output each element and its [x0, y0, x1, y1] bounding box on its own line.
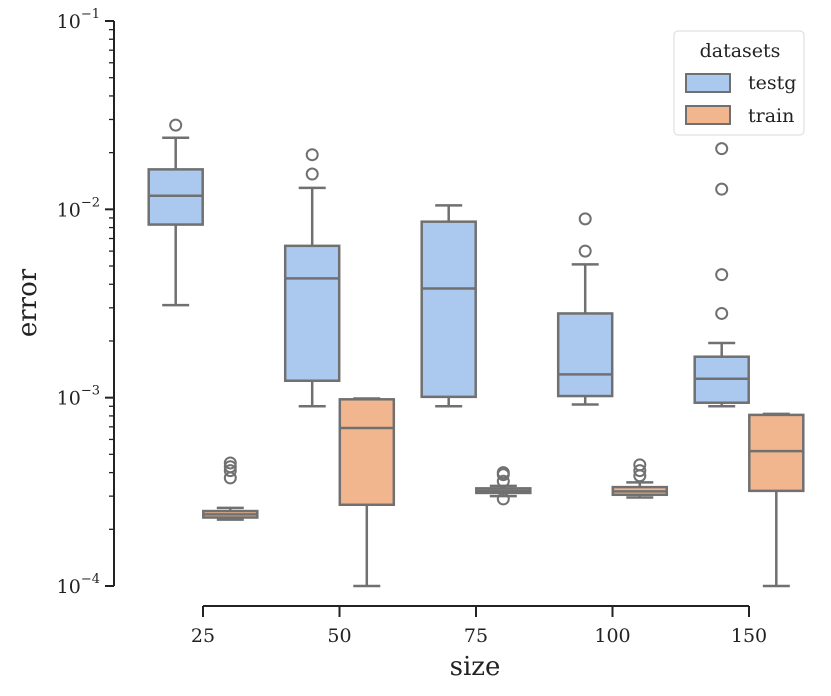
plot-area	[147, 118, 805, 588]
box-group-train-100	[611, 458, 669, 499]
x-tick-label: 100	[594, 625, 630, 647]
outlier-point	[223, 460, 237, 474]
x-axis-title: size	[450, 652, 501, 682]
outlier-point	[715, 306, 729, 320]
outlier-point	[715, 142, 729, 156]
y-axis-title: error	[13, 268, 43, 337]
legend-label-testg: testg	[748, 72, 796, 94]
box-group-testg-25	[147, 118, 204, 307]
box-iqr	[748, 413, 805, 493]
outlier-point	[633, 458, 647, 472]
box-iqr	[283, 244, 341, 382]
outlier-point	[305, 148, 319, 162]
box-group-train-25	[202, 456, 259, 521]
legend-label-train: train	[748, 105, 794, 127]
box-iqr	[420, 220, 477, 399]
y-tick-label: 10−4	[57, 572, 100, 598]
outlier-point	[715, 182, 729, 196]
legend: datasets testg train	[673, 30, 805, 136]
box-iqr	[338, 398, 396, 507]
box-group-testg-50	[283, 148, 341, 408]
outlier-point	[496, 492, 510, 506]
outlier-point	[305, 167, 319, 181]
outlier-point	[223, 456, 237, 470]
x-tick-label: 25	[191, 625, 215, 647]
box-group-train-50	[338, 397, 396, 588]
box-group-train-150	[748, 412, 805, 588]
x-tick-label: 50	[327, 625, 351, 647]
box-group-testg-100	[556, 212, 614, 406]
box-group-testg-75	[420, 204, 477, 408]
outlier-point	[496, 474, 510, 488]
outlier-point	[633, 464, 647, 478]
y-axis: 10−1 10−2 10−3 10−4	[57, 7, 115, 598]
outlier-point	[578, 212, 592, 226]
outlier-point	[496, 466, 510, 480]
x-tick-label: 150	[731, 625, 767, 647]
legend-title: datasets	[700, 40, 781, 62]
legend-swatch-train	[685, 105, 731, 125]
box-iqr	[556, 312, 614, 398]
y-tick-label: 10−2	[57, 195, 100, 221]
outlier-point	[223, 464, 237, 478]
box-group-testg-150	[693, 142, 750, 408]
y-tick-label: 10−1	[57, 7, 100, 33]
outlier-point	[578, 244, 592, 258]
outlier-point	[715, 268, 729, 282]
x-axis: 25 50 75 100 150	[191, 605, 767, 647]
legend-swatch-testg	[685, 73, 731, 93]
outlier-point	[169, 118, 183, 132]
x-tick-label: 75	[464, 625, 488, 647]
box-group-train-75	[475, 466, 532, 506]
y-tick-label: 10−3	[57, 384, 100, 410]
